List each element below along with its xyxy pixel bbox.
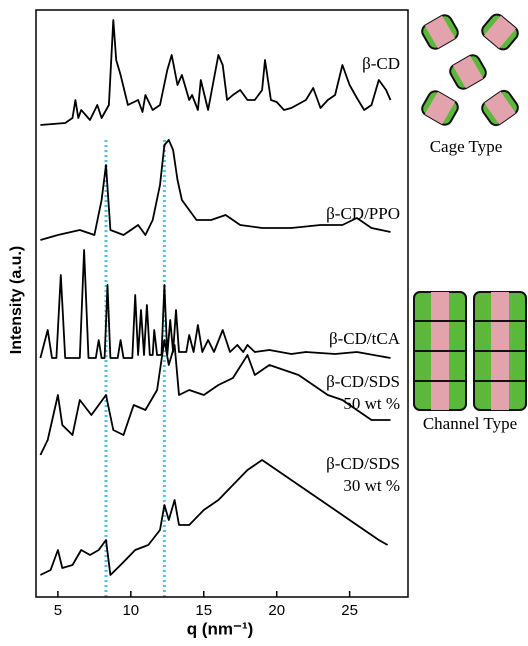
x-tick-label: 15 [195,602,212,619]
series-sublabel: 50 wt % [343,394,400,413]
x-tick-label: 25 [341,602,358,619]
x-axis-label: q (nm⁻¹) [187,619,254,638]
series-label: β-CD/tCA [329,329,401,348]
trace [39,339,391,456]
plot-frame [35,9,409,598]
side-label: Cage Type [430,137,503,156]
channel-icon [413,291,527,411]
series-label: β-CD/SDS [326,372,400,391]
side-label: Channel Type [423,414,517,433]
series-sublabel: 30 wt % [343,476,400,495]
series-label: β-CD/PPO [326,204,400,223]
trace [40,459,389,576]
trace [40,19,392,126]
x-tick-label: 10 [122,602,139,619]
y-axis-label: Intensity (a.u.) [8,246,25,354]
series-label: β-CD [362,54,400,73]
series-label: β-CD/SDS [326,454,400,473]
x-tick-label: 20 [268,602,285,619]
cage-icon [421,13,519,127]
trace [40,139,391,241]
trace [39,249,391,359]
x-tick-label: 5 [54,602,62,619]
